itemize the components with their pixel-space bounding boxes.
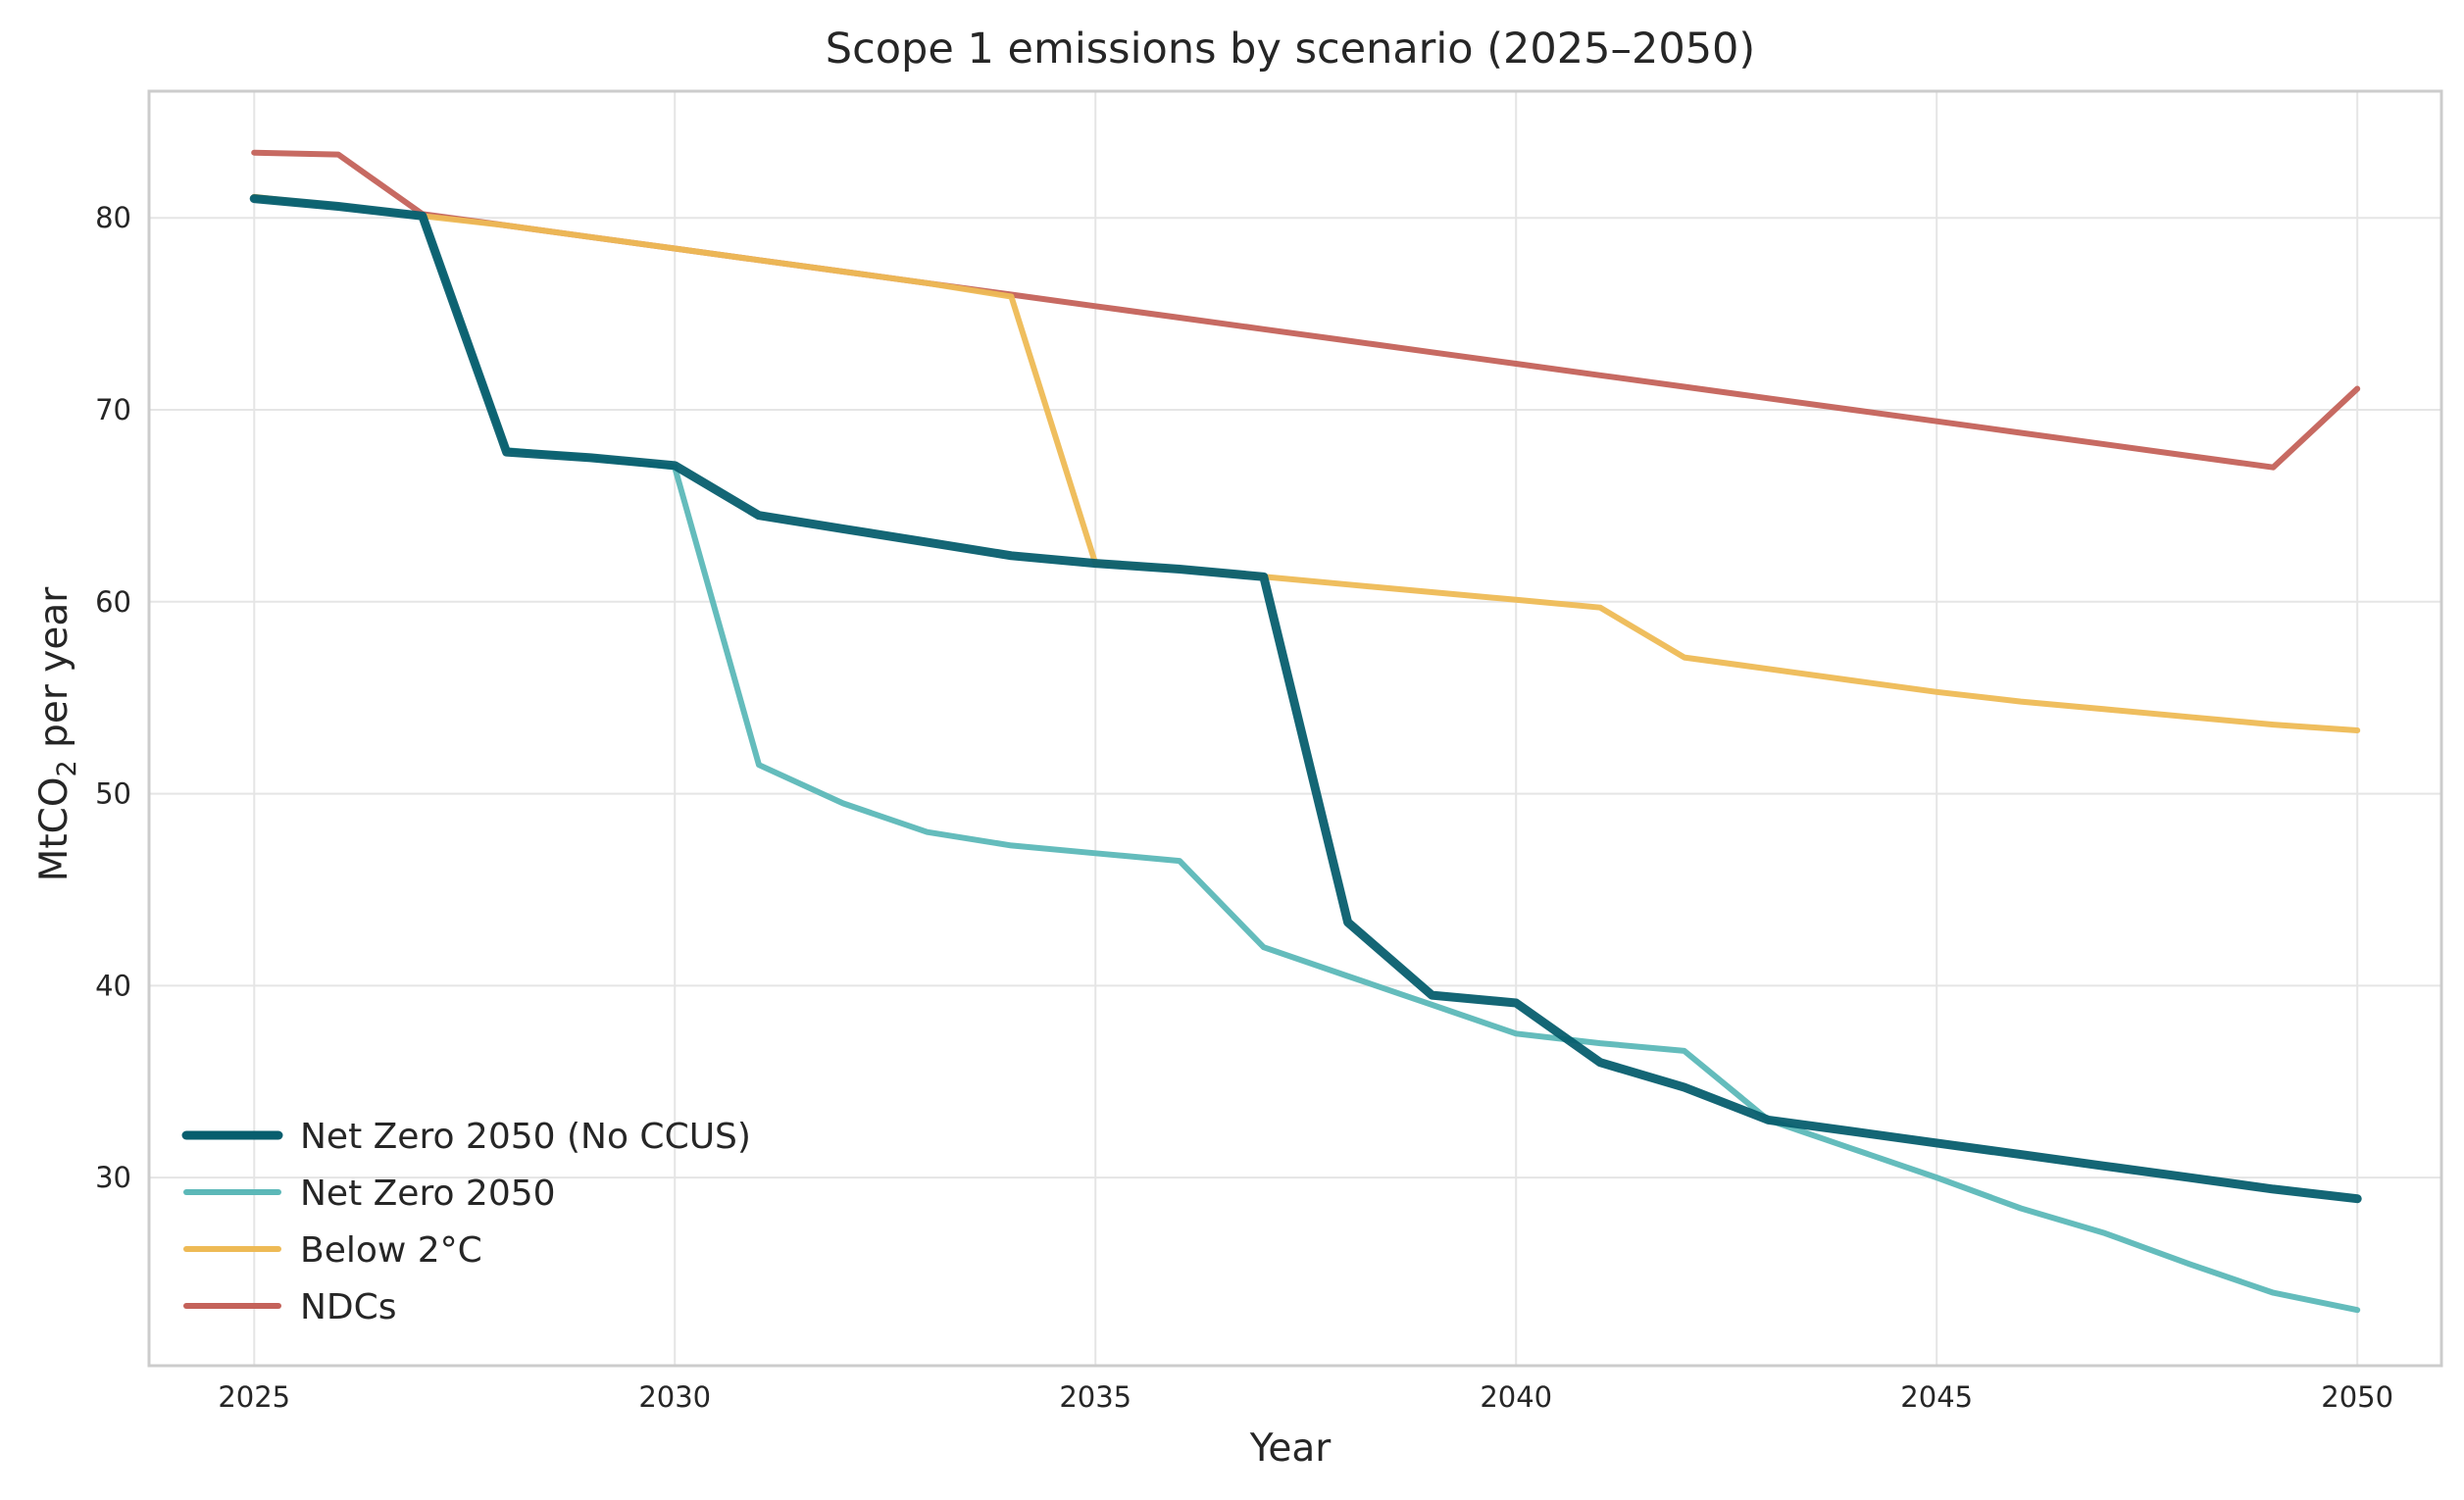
x-tick-label: 2050 — [2321, 1380, 2393, 1414]
x-tick-label: 2025 — [218, 1380, 290, 1414]
y-tick-label: 40 — [95, 969, 131, 1002]
y-tick-label: 30 — [95, 1161, 131, 1194]
y-axis-title-rest: per year — [32, 586, 76, 761]
series-line-net-zero-2050-no-ccus — [249, 194, 2362, 1204]
plot-frame — [147, 89, 2443, 1368]
tick-labels: 2025 2030 2035 2040 2045 2050 30 40 50 60 70 80 — [95, 201, 2393, 1414]
series-lines — [249, 149, 2362, 1314]
legend: Net Zero 2050 (No CCUS) Net Zero 2050 Belo… — [181, 1117, 751, 1327]
legend-label-ndcs: NDCs — [300, 1287, 397, 1327]
series-line-below-2-c — [251, 193, 2361, 733]
y-tick-label: 60 — [95, 585, 131, 619]
x-tick-label: 2045 — [1900, 1380, 1973, 1414]
y-axis-title-main: MtCO — [32, 776, 76, 881]
y-tick-label: 50 — [95, 777, 131, 811]
y-tick-label: 80 — [95, 201, 131, 234]
legend-label-net-zero-2050-no-ccus: Net Zero 2050 (No CCUS) — [300, 1117, 751, 1157]
x-tick-label: 2030 — [638, 1380, 711, 1414]
legend-label-net-zero-2050: Net Zero 2050 — [300, 1174, 556, 1214]
y-tick-label: 70 — [95, 393, 131, 426]
legend-label-below-2-c: Below 2°C — [300, 1230, 482, 1271]
y-axis-title: MtCO2 per year — [32, 586, 82, 882]
x-axis-title: Year — [1249, 1426, 1333, 1471]
x-tick-label: 2035 — [1059, 1380, 1131, 1414]
y-axis-title-subscript: 2 — [52, 760, 82, 776]
chart-title: Scope 1 emissions by scenario (2025–2050… — [826, 25, 1755, 74]
x-tick-label: 2040 — [1480, 1380, 1552, 1414]
